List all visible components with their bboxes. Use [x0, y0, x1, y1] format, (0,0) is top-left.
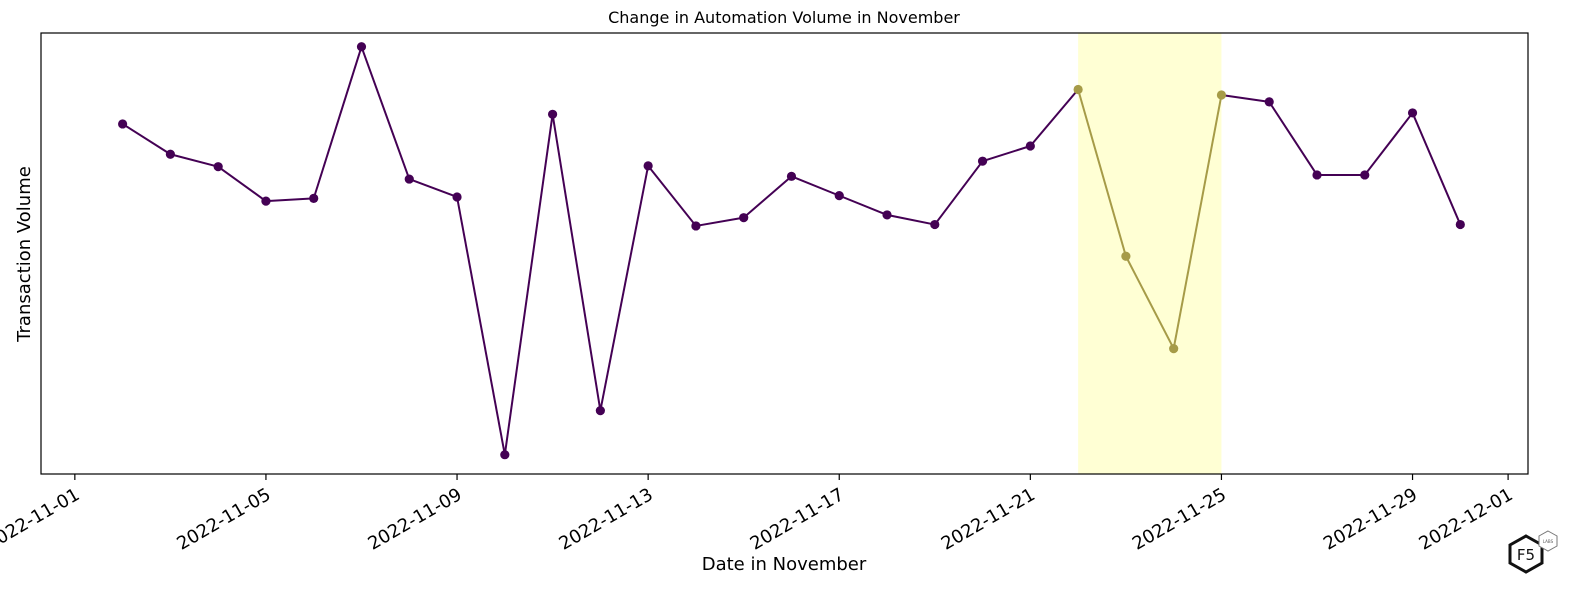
x-tick-label: 2022-11-01 [0, 484, 83, 554]
line-segment [1221, 94, 1270, 103]
x-tick-label: 2022-11-21 [938, 484, 1039, 554]
data-point [930, 219, 940, 230]
data-point [1121, 251, 1131, 261]
line-segment [408, 178, 458, 198]
line-segment [1363, 112, 1414, 176]
line-segment [312, 46, 363, 199]
y-axis-label: Transaction Volume [14, 166, 35, 343]
line-segment [933, 160, 984, 226]
f5-labs-logo: F5 LABS [1508, 530, 1558, 574]
labs-hexagon-icon [1538, 530, 1558, 552]
data-point [118, 119, 128, 129]
line-segment [1077, 89, 1127, 257]
data-point [500, 450, 510, 460]
data-point [1025, 141, 1035, 151]
data-point [213, 162, 223, 172]
x-tick-label: 2022-11-05 [173, 484, 274, 554]
chart-title: Change in Automation Volume in November [608, 8, 960, 27]
line-segment [122, 123, 171, 156]
data-point [595, 406, 605, 416]
logo-text: F5 [1517, 546, 1535, 564]
line-segment [217, 165, 267, 202]
data-point [404, 174, 414, 184]
x-tick-label: 2022-11-09 [364, 484, 465, 554]
line-segment [743, 175, 793, 219]
line-segment [1172, 94, 1223, 349]
line-segment [551, 114, 602, 411]
logo-badge: LABS [1543, 539, 1554, 544]
data-point [1169, 343, 1179, 354]
line-segment [695, 216, 744, 227]
line-segment [886, 213, 935, 226]
data-point [356, 42, 367, 52]
line-segment [1411, 112, 1462, 225]
line-segment [265, 197, 314, 203]
highlight-band-layer [1078, 33, 1222, 474]
line-segment [1125, 255, 1175, 350]
data-point [691, 221, 701, 231]
data-point [261, 196, 271, 206]
series-lines [122, 46, 1462, 455]
series-points [118, 42, 1465, 460]
line-segment [456, 196, 506, 455]
line-segment [360, 46, 411, 180]
x-tick-label: 2022-11-17 [747, 484, 848, 554]
highlight-band [1078, 33, 1222, 474]
line-segment [1268, 101, 1318, 176]
data-point [1360, 170, 1370, 180]
x-tick-label: 2022-11-25 [1129, 484, 1230, 554]
x-tick-label: 2022-12-01 [1415, 484, 1516, 554]
data-point [452, 192, 462, 202]
data-point [547, 109, 558, 119]
line-segment [647, 165, 697, 227]
line-segment [170, 153, 219, 168]
line-segment [982, 145, 1031, 163]
data-point [1264, 97, 1274, 107]
line-segment [599, 165, 650, 411]
data-point [165, 149, 175, 159]
x-tick-label: 2022-11-29 [1320, 484, 1421, 554]
data-point [977, 156, 988, 166]
data-point [1312, 170, 1322, 180]
x-tick-label: 2022-11-13 [556, 484, 657, 554]
data-point [309, 193, 319, 203]
x-axis-label: Date in November [702, 554, 867, 575]
plot-area-frame [40, 32, 1529, 475]
data-point [1073, 84, 1083, 95]
data-point [882, 210, 892, 220]
line-segment [791, 175, 840, 197]
data-point [786, 171, 797, 181]
data-point [739, 213, 749, 223]
data-point [1216, 90, 1227, 100]
data-point [643, 161, 653, 171]
data-point [1455, 219, 1465, 230]
line-segment [838, 194, 888, 216]
line-segment [1029, 88, 1079, 147]
data-point [834, 191, 844, 201]
data-point [1407, 108, 1418, 118]
line-segment [503, 114, 554, 455]
x-axis-ticks: 2022-11-01 2022-11-05 2022-11-09 2022-11-13… [0, 474, 1517, 555]
